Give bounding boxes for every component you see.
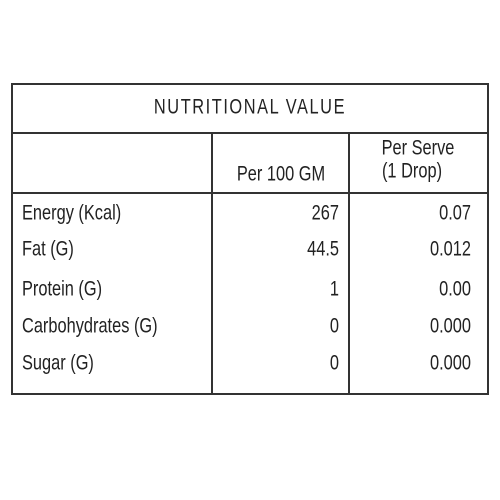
column-header: (1 Drop): [382, 159, 442, 182]
row-label: Protein (G): [22, 277, 102, 300]
table-border: [11, 83, 489, 395]
per-serve-value: 0.07: [439, 201, 471, 224]
per-serve-value: 0.000: [430, 351, 471, 374]
per-100-value: 0: [330, 314, 339, 337]
per-100-value: 267: [312, 201, 339, 224]
per-serve-value: 0.012: [430, 237, 471, 260]
per-serve-value: 0.000: [430, 314, 471, 337]
column-header: Per 100 GM: [237, 162, 325, 185]
per-serve-value: 0.00: [439, 277, 471, 300]
table-title: NUTRITIONAL VALUE: [154, 95, 346, 118]
row-label: Carbohydrates (G): [22, 314, 158, 337]
column-header: Per Serve: [382, 136, 455, 159]
row-label: Fat (G): [22, 237, 74, 260]
row-label: Sugar (G): [22, 351, 94, 374]
per-100-value: 0: [330, 351, 339, 374]
per-100-value: 1: [330, 277, 339, 300]
row-label: Energy (Kcal): [22, 201, 121, 224]
per-100-value: 44.5: [307, 237, 339, 260]
